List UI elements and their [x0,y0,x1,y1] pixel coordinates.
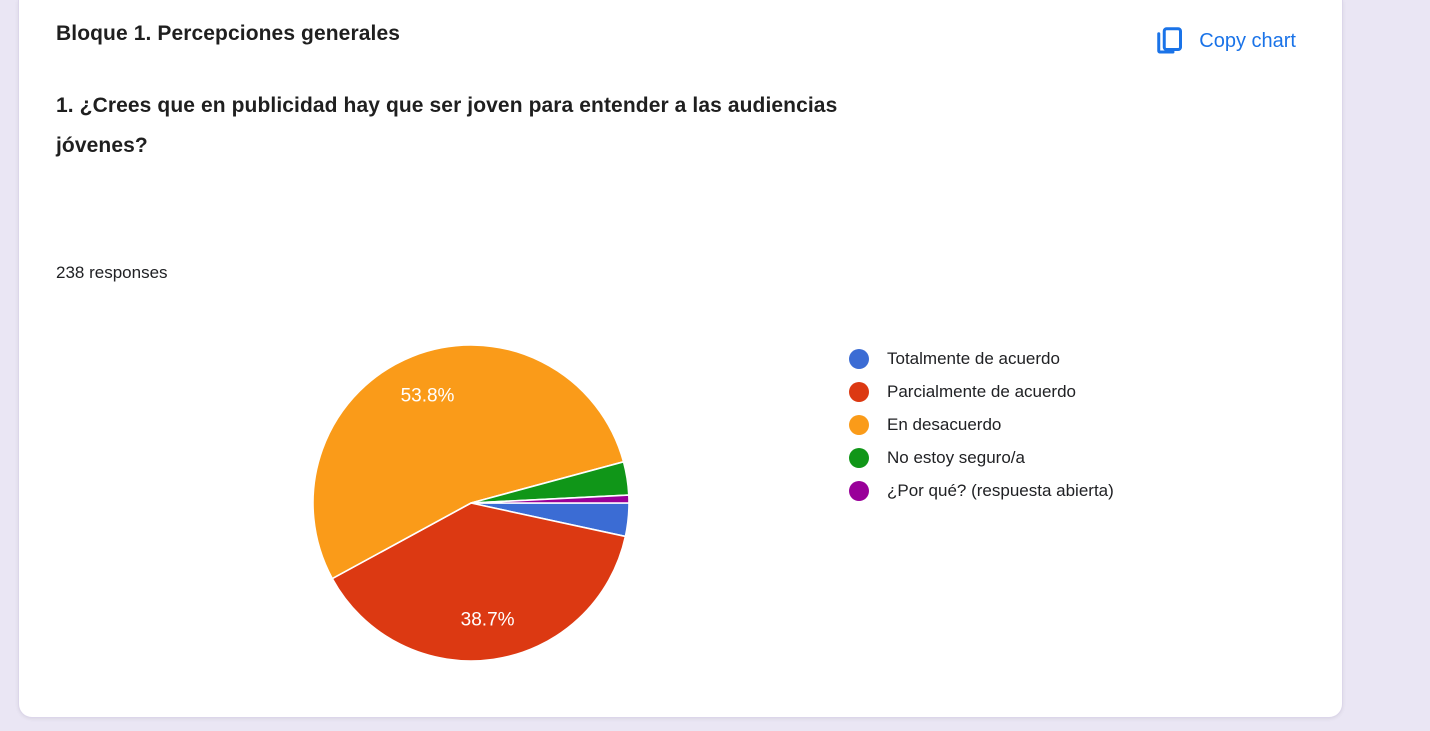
legend-item: ¿Por qué? (respuesta abierta) [849,479,1114,503]
copy-icon [1154,26,1184,56]
legend-color-dot [849,349,869,369]
chart-legend: Totalmente de acuerdo Parcialmente de acu… [849,347,1114,512]
responses-count: 238 responses [56,263,168,282]
legend-item: En desacuerdo [849,413,1114,437]
pie-data-label: 38.7% [461,610,515,631]
pie-slice-3 [312,344,625,580]
section-title: Bloque 1. Percepciones generales [56,22,401,45]
chart-card: Bloque 1. Percepciones generales Copy ch… [18,0,1343,718]
copy-chart-label: Copy chart [1199,29,1296,52]
legend-item: Parcialmente de acuerdo [849,380,1114,404]
copy-chart-button[interactable]: Copy chart [1152,22,1298,60]
legend-label: En desacuerdo [887,415,1002,434]
legend-label: No estoy seguro/a [887,448,1025,467]
legend-color-dot [849,415,869,435]
legend-item: No estoy seguro/a [849,446,1114,470]
pie-slice-2 [331,502,627,662]
legend-label: Parcialmente de acuerdo [887,382,1077,401]
legend-color-dot [849,481,869,501]
question-line-1: 1. ¿Crees que en publicidad hay que ser … [56,94,838,117]
question-title: 1. ¿Crees que en publicidad hay que ser … [56,86,837,166]
legend-color-dot [849,448,869,468]
legend-item: Totalmente de acuerdo [849,347,1114,371]
pie-data-label: 53.8% [401,386,455,407]
legend-color-dot [849,382,869,402]
legend-label: Totalmente de acuerdo [887,349,1060,368]
pie-slice-5 [470,494,630,504]
legend-label: ¿Por qué? (respuesta abierta) [887,481,1114,500]
question-line-2: jóvenes? [56,134,148,157]
pie-chart: 38.7% 53.8% [311,343,631,663]
